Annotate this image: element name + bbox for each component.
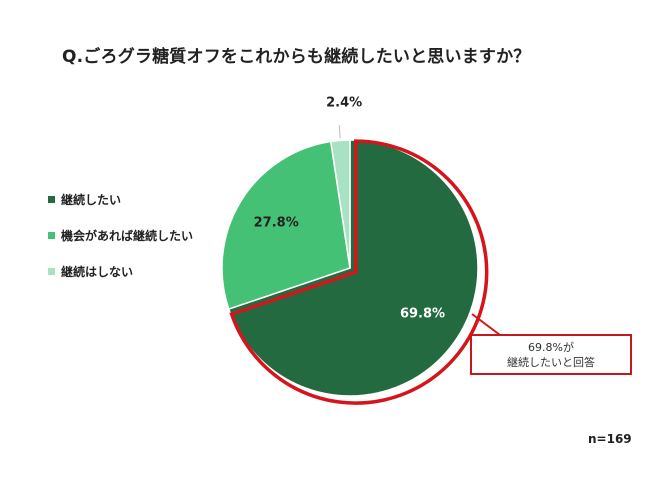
slices-layer bbox=[221, 139, 501, 405]
sample-size: n=169 bbox=[588, 432, 632, 446]
legend-label: 継続はしない bbox=[61, 264, 134, 279]
slice-data-label: 69.8% bbox=[400, 307, 445, 322]
legend: 継続したい 機会があれば継続したい 継続はしない bbox=[48, 190, 193, 298]
legend-swatch bbox=[48, 195, 55, 203]
labels-layer: 69.8% 27.8% 2.4% bbox=[254, 96, 445, 322]
chart-title: Q.ごろグラ糖質オフをこれからも継続したいと思いますか？ bbox=[62, 47, 531, 67]
legend-item-continue-if-chance: 機会があれば継続したい bbox=[48, 226, 193, 244]
pie-slice bbox=[329, 139, 351, 269]
callout-leader-line bbox=[471, 313, 501, 336]
legend-item-not-continue: 継続はしない bbox=[48, 262, 193, 280]
highlight-outline bbox=[229, 139, 489, 405]
pie-slice bbox=[227, 139, 479, 397]
pie-slice bbox=[221, 140, 351, 311]
legend-label: 継続したい bbox=[61, 192, 122, 207]
slice-data-label: 27.8% bbox=[254, 215, 299, 230]
legend-swatch bbox=[48, 231, 55, 239]
label-leader-line bbox=[338, 125, 341, 139]
callout-line-1: 69.8%が bbox=[528, 340, 574, 354]
slice-data-label: 2.4% bbox=[326, 96, 362, 111]
legend-item-continue: 継続したい bbox=[48, 190, 193, 208]
legend-swatch bbox=[48, 267, 55, 275]
callout-line-2: 継続したいと回答 bbox=[507, 355, 595, 369]
callout-box: 69.8%が 継続したいと回答 bbox=[470, 334, 632, 375]
legend-label: 機会があれば継続したい bbox=[61, 228, 194, 243]
